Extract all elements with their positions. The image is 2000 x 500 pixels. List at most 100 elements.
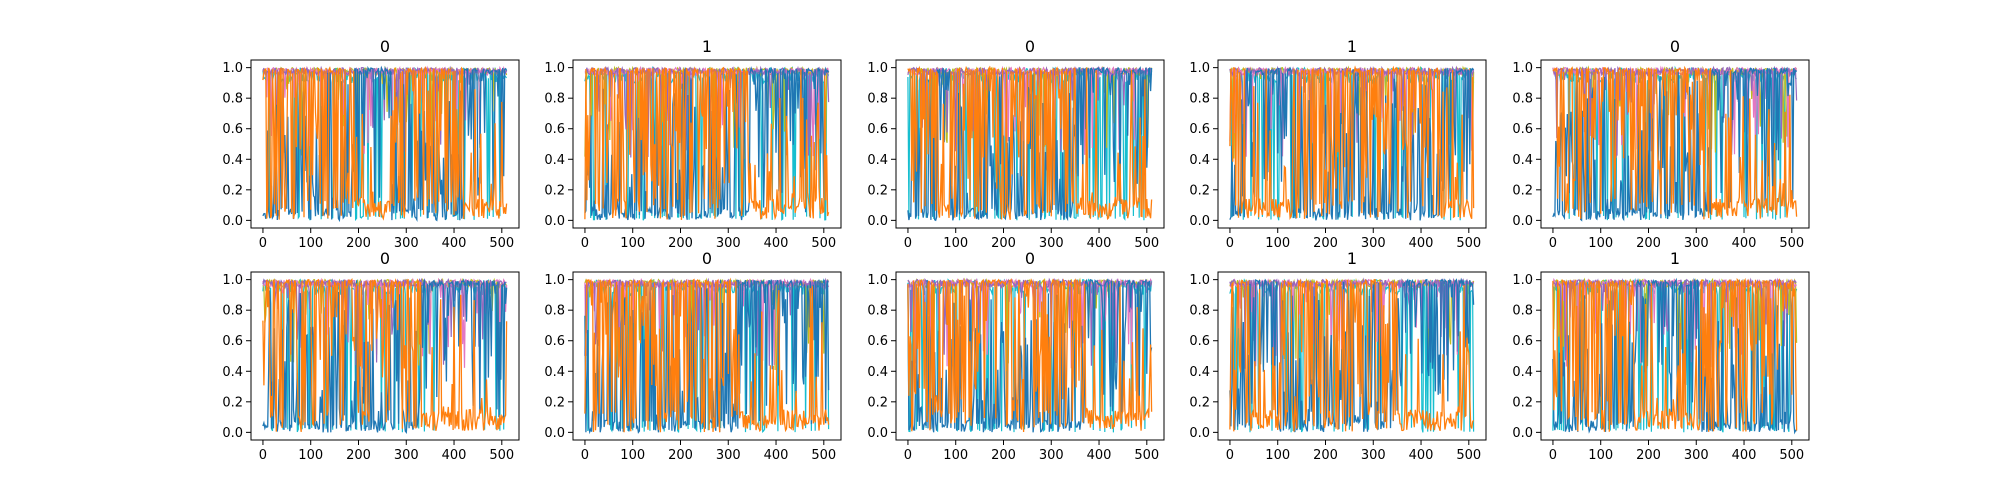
y-tick-label: 0.6	[222, 334, 243, 349]
y-tick-label: 0.0	[222, 214, 243, 229]
y-tick-label: 0.4	[1512, 365, 1533, 380]
y-tick-label: 0.8	[1189, 92, 1210, 107]
x-tick-label: 100	[298, 448, 323, 463]
subplot-5: 0 100 200 300 400 500 0.0 0.2 0.4 0.6 0.8 1.0 0	[222, 249, 520, 463]
subplot-title: 0	[1670, 37, 1680, 56]
x-tick-label: 400	[442, 448, 467, 463]
plot-area	[262, 65, 508, 223]
y-tick-label: 0.2	[544, 183, 565, 198]
x-tick-label: 200	[668, 448, 693, 463]
subplot-title: 0	[1025, 249, 1035, 268]
y-tick-label: 0.8	[1512, 304, 1533, 319]
x-tick-label: 500	[811, 448, 836, 463]
x-tick-label: 200	[668, 236, 693, 251]
subplot-title: 0	[380, 37, 390, 56]
subplot-8: 0 100 200 300 400 500 0.0 0.2 0.4 0.6 0.8 1.0 1	[1189, 249, 1487, 463]
x-tick-label: 300	[1039, 236, 1064, 251]
subplot-title: 0	[1025, 37, 1035, 56]
y-tick-label: 0.2	[867, 183, 888, 198]
series-orange	[584, 66, 830, 221]
y-tick-label: 0.4	[544, 365, 565, 380]
series-accent-3	[1229, 65, 1475, 154]
y-tick-label: 0.0	[1189, 214, 1210, 229]
y-tick-label: 0.0	[544, 214, 565, 229]
axes-frame	[1540, 271, 1810, 441]
y-tick-label: 0.2	[1189, 183, 1210, 198]
x-tick-label: 200	[991, 448, 1016, 463]
y-tick-label: 1.0	[1512, 61, 1533, 76]
y-tick-label: 0.4	[222, 365, 243, 380]
x-tick-label: 500	[1456, 448, 1481, 463]
subplot-6: 0 100 200 300 400 500 0.0 0.2 0.4 0.6 0.8 1.0 0	[544, 249, 842, 463]
x-tick-label: 500	[1134, 448, 1159, 463]
x-tick-label: 500	[1456, 236, 1481, 251]
x-tick-label: 400	[442, 236, 467, 251]
x-tick-label: 200	[1636, 236, 1661, 251]
subplot-title: 1	[1670, 249, 1680, 268]
x-tick-label: 0	[1226, 448, 1234, 463]
y-tick-label: 0.4	[1512, 153, 1533, 168]
y-tick-label: 0.4	[867, 153, 888, 168]
y-tick-label: 0.0	[1189, 426, 1210, 441]
x-tick-label: 300	[1361, 236, 1386, 251]
subplot-7: 0 100 200 300 400 500 0.0 0.2 0.4 0.6 0.8 1.0 0	[867, 249, 1165, 463]
y-tick-label: 0.2	[222, 183, 243, 198]
x-tick-label: 200	[991, 236, 1016, 251]
y-tick-label: 0.4	[544, 153, 565, 168]
plot-area	[1229, 277, 1475, 433]
x-tick-label: 100	[620, 236, 645, 251]
y-tick-label: 0.6	[544, 334, 565, 349]
x-tick-label: 0	[904, 448, 912, 463]
subplot-1: 0 100 200 300 400 500 0.0 0.2 0.4 0.6 0.8 1.0 1	[544, 37, 842, 251]
x-tick-label: 100	[1265, 236, 1290, 251]
y-tick-label: 0.6	[222, 122, 243, 137]
x-tick-label: 500	[489, 448, 514, 463]
series-orange	[1552, 65, 1798, 220]
series-orange	[1229, 65, 1475, 221]
y-tick-label: 0.2	[222, 395, 243, 410]
x-tick-label: 200	[1636, 448, 1661, 463]
x-tick-label: 400	[1409, 236, 1434, 251]
x-tick-label: 100	[1588, 448, 1613, 463]
x-tick-label: 0	[904, 236, 912, 251]
x-tick-label: 500	[489, 236, 514, 251]
series-orange	[584, 277, 830, 433]
y-tick-label: 0.2	[544, 395, 565, 410]
axes-frame	[250, 271, 520, 441]
plot-area	[1552, 277, 1798, 435]
subplot-title: 1	[1347, 249, 1357, 268]
subplot-3: 0 100 200 300 400 500 0.0 0.2 0.4 0.6 0.8 1.0 1	[1189, 37, 1487, 251]
x-tick-label: 200	[1313, 236, 1338, 251]
subplot-title: 0	[702, 249, 712, 268]
y-tick-label: 0.6	[867, 122, 888, 137]
x-tick-label: 200	[1313, 448, 1338, 463]
axes-frame	[1217, 271, 1487, 441]
x-tick-label: 400	[1732, 236, 1757, 251]
y-tick-label: 0.0	[867, 426, 888, 441]
x-tick-label: 400	[764, 448, 789, 463]
y-tick-label: 1.0	[867, 273, 888, 288]
y-tick-label: 0.4	[1189, 365, 1210, 380]
x-tick-label: 400	[1087, 236, 1112, 251]
series-blue	[1552, 277, 1797, 435]
y-tick-label: 0.8	[544, 304, 565, 319]
axes-frame	[1540, 59, 1810, 229]
subplot-0: 0 100 200 300 400 500 0.0 0.2 0.4 0.6 0.8 1.0 0	[222, 37, 520, 251]
y-tick-label: 0.4	[867, 365, 888, 380]
x-tick-label: 400	[1409, 448, 1434, 463]
x-tick-label: 300	[394, 236, 419, 251]
x-tick-label: 300	[716, 448, 741, 463]
y-tick-label: 0.4	[222, 153, 243, 168]
y-tick-label: 0.0	[544, 426, 565, 441]
y-tick-label: 0.8	[867, 92, 888, 107]
y-tick-label: 0.6	[867, 334, 888, 349]
axes-frame	[572, 271, 842, 441]
subplot-title: 1	[702, 37, 712, 56]
y-tick-label: 0.2	[1512, 183, 1533, 198]
y-tick-label: 0.8	[1512, 92, 1533, 107]
x-tick-label: 300	[394, 448, 419, 463]
y-tick-label: 1.0	[1512, 273, 1533, 288]
x-tick-label: 0	[259, 448, 267, 463]
subplot-9: 0 100 200 300 400 500 0.0 0.2 0.4 0.6 0.8 1.0 1	[1512, 249, 1810, 463]
